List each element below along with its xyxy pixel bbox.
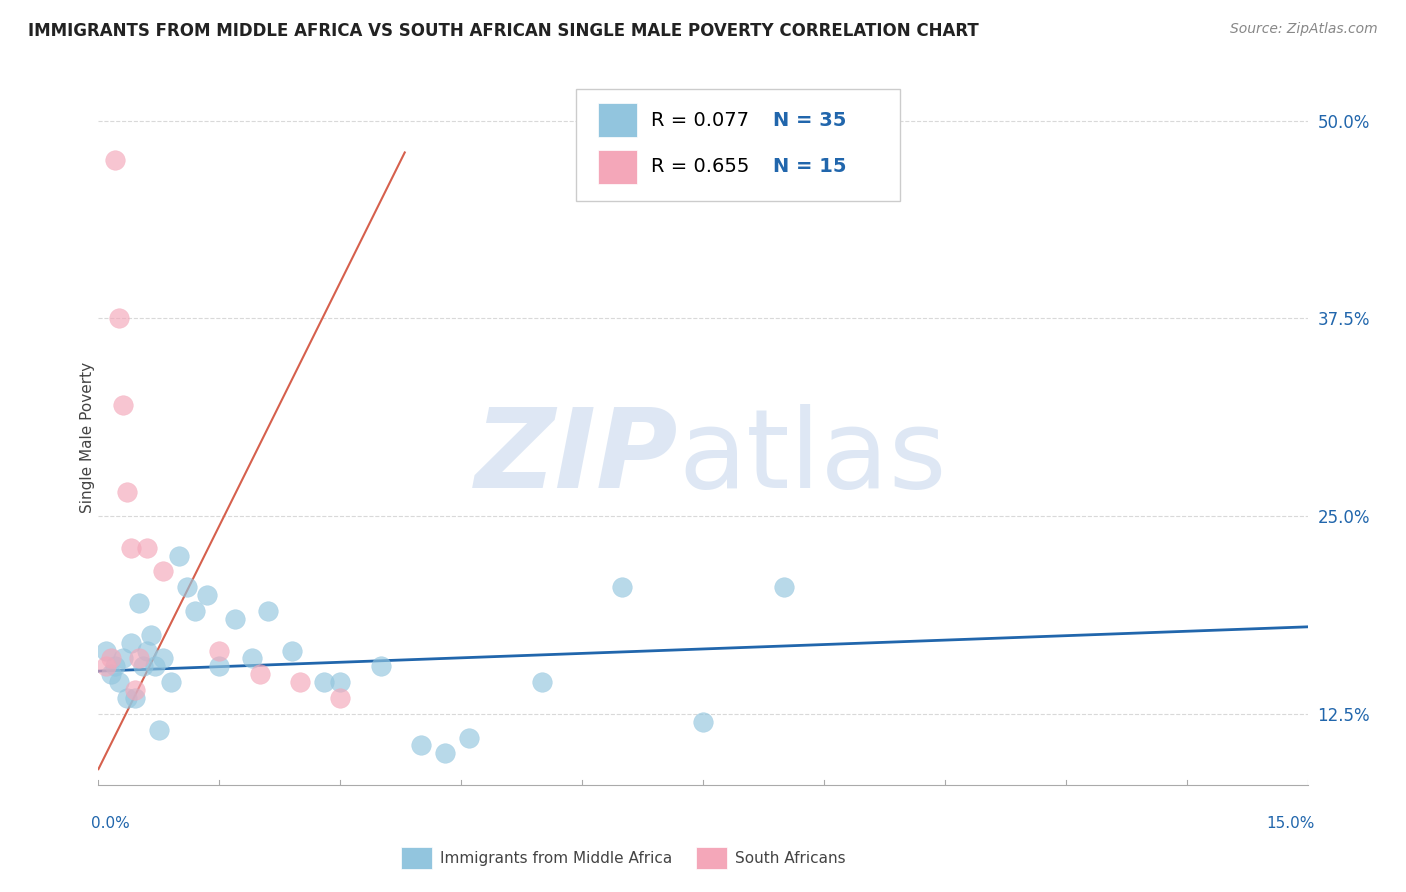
Point bbox=[329, 690, 352, 705]
Point bbox=[176, 580, 198, 594]
Point bbox=[208, 659, 231, 673]
Text: IMMIGRANTS FROM MIDDLE AFRICA VS SOUTH AFRICAN SINGLE MALE POVERTY CORRELATION C: IMMIGRANTS FROM MIDDLE AFRICA VS SOUTH A… bbox=[28, 22, 979, 40]
Point bbox=[434, 747, 457, 761]
Text: N = 15: N = 15 bbox=[773, 157, 846, 177]
Point bbox=[103, 659, 125, 673]
Point bbox=[124, 683, 146, 698]
Point bbox=[96, 643, 118, 657]
Point bbox=[167, 549, 190, 563]
Point bbox=[458, 731, 481, 745]
Point bbox=[612, 580, 634, 594]
Text: ZIP: ZIP bbox=[475, 404, 679, 511]
Point bbox=[249, 667, 271, 681]
Point bbox=[128, 651, 150, 665]
Point bbox=[195, 588, 218, 602]
Point bbox=[100, 667, 122, 681]
Text: Immigrants from Middle Africa: Immigrants from Middle Africa bbox=[440, 851, 672, 865]
Point bbox=[772, 580, 794, 594]
Text: 0.0%: 0.0% bbox=[91, 816, 131, 830]
Point bbox=[152, 651, 174, 665]
Point bbox=[370, 659, 392, 673]
Point bbox=[281, 643, 304, 657]
Point bbox=[107, 311, 129, 326]
Point bbox=[314, 675, 336, 690]
Point bbox=[184, 604, 207, 618]
Point bbox=[111, 651, 134, 665]
Point bbox=[152, 565, 174, 579]
Point bbox=[409, 739, 432, 753]
Text: atlas: atlas bbox=[679, 404, 948, 511]
Point bbox=[160, 675, 183, 690]
Text: N = 35: N = 35 bbox=[773, 111, 846, 130]
Point bbox=[208, 643, 231, 657]
Text: South Africans: South Africans bbox=[735, 851, 846, 865]
Point bbox=[115, 485, 138, 500]
Text: 15.0%: 15.0% bbox=[1267, 816, 1315, 830]
Text: Source: ZipAtlas.com: Source: ZipAtlas.com bbox=[1230, 22, 1378, 37]
Point bbox=[120, 635, 142, 649]
Point bbox=[135, 643, 157, 657]
Point bbox=[224, 612, 246, 626]
Point bbox=[128, 596, 150, 610]
Point bbox=[240, 651, 263, 665]
Y-axis label: Single Male Poverty: Single Male Poverty bbox=[80, 361, 94, 513]
Point bbox=[692, 714, 714, 729]
Point bbox=[143, 659, 166, 673]
Point bbox=[148, 723, 170, 737]
Text: R = 0.655: R = 0.655 bbox=[651, 157, 749, 177]
Point bbox=[96, 659, 118, 673]
Text: R = 0.077: R = 0.077 bbox=[651, 111, 749, 130]
Point bbox=[120, 541, 142, 555]
Point bbox=[107, 675, 129, 690]
Point bbox=[288, 675, 311, 690]
Point bbox=[100, 651, 122, 665]
Point bbox=[132, 659, 155, 673]
Point bbox=[115, 690, 138, 705]
Point bbox=[530, 675, 553, 690]
Point bbox=[329, 675, 352, 690]
Point bbox=[139, 628, 162, 642]
Point bbox=[256, 604, 278, 618]
Point bbox=[111, 399, 134, 413]
Point bbox=[103, 153, 125, 168]
Point bbox=[124, 690, 146, 705]
Point bbox=[135, 541, 157, 555]
